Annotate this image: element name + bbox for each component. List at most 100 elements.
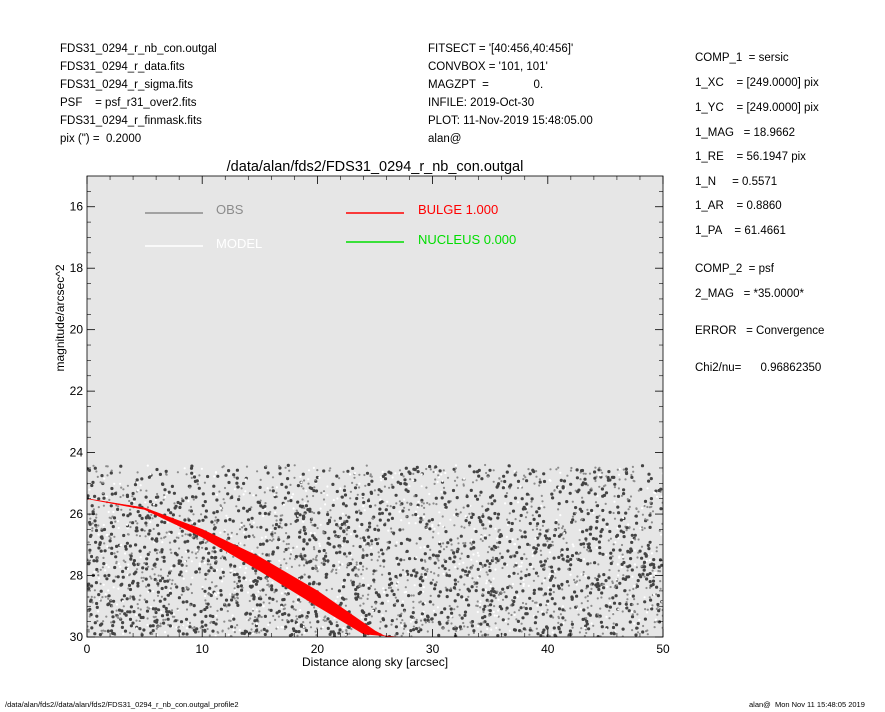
obs-point <box>534 537 537 540</box>
obs-point <box>136 489 139 492</box>
obs-point <box>527 573 531 577</box>
obs-point <box>313 486 316 489</box>
obs-point <box>643 596 646 599</box>
obs-point <box>89 599 93 603</box>
obs-point <box>631 603 634 606</box>
obs-point <box>254 569 258 573</box>
obs-point <box>421 566 425 570</box>
obs-point <box>300 485 303 488</box>
obs-point <box>396 480 400 484</box>
obs-point <box>362 602 365 605</box>
obs-point <box>536 536 540 540</box>
obs-point <box>102 556 105 560</box>
obs-point <box>640 464 645 468</box>
obs-point <box>464 519 468 523</box>
obs-point <box>652 565 656 570</box>
obs-point <box>216 474 220 478</box>
obs-point <box>257 596 262 601</box>
obs-point <box>174 583 177 586</box>
obs-point <box>178 505 182 510</box>
obs-point <box>203 561 206 565</box>
obs-point <box>557 527 560 530</box>
obs-point <box>635 566 639 569</box>
obs-point <box>206 602 210 606</box>
obs-point <box>97 574 100 577</box>
obs-point <box>275 611 279 615</box>
obs-point <box>215 548 218 552</box>
obs-point <box>120 609 124 613</box>
obs-point <box>311 534 315 538</box>
obs-point <box>207 569 211 573</box>
obs-point <box>527 468 530 471</box>
obs-point <box>148 607 151 610</box>
obs-point <box>94 528 99 533</box>
obs-point <box>151 629 155 633</box>
obs-point <box>574 506 578 510</box>
obs-point <box>139 608 142 611</box>
obs-point <box>128 617 133 622</box>
obs-point <box>109 629 114 633</box>
obs-point <box>401 600 404 603</box>
obs-point <box>381 618 386 622</box>
obs-point <box>488 520 491 523</box>
obs-point <box>201 559 204 563</box>
obs-point <box>427 519 431 523</box>
obs-point <box>522 627 526 631</box>
obs-point <box>585 617 588 620</box>
obs-point <box>572 545 575 548</box>
obs-point <box>520 565 523 568</box>
obs-point <box>279 566 282 570</box>
obs-point <box>537 575 540 578</box>
obs-point <box>147 583 151 587</box>
obs-point <box>191 627 194 630</box>
obs-point <box>528 628 532 632</box>
obs-point <box>88 488 91 491</box>
obs-point <box>423 546 426 549</box>
obs-point <box>283 627 286 631</box>
obs-point <box>424 568 427 572</box>
obs-point <box>453 578 457 582</box>
obs-point <box>355 567 358 570</box>
obs-point <box>290 619 294 623</box>
obs-point <box>165 473 168 476</box>
obs-point <box>383 523 387 527</box>
obs-point <box>428 527 432 531</box>
obs-point <box>657 565 661 569</box>
obs-point <box>595 519 599 524</box>
obs-point <box>659 507 663 511</box>
obs-point <box>492 558 495 561</box>
obs-point <box>582 570 585 574</box>
obs-point <box>536 528 539 531</box>
obs-point <box>408 557 412 561</box>
obs-point <box>383 472 387 477</box>
obs-point <box>288 634 292 637</box>
obs-point <box>400 624 403 627</box>
obs-point <box>559 478 563 482</box>
obs-point <box>598 616 601 619</box>
obs-point <box>549 565 554 569</box>
obs-point <box>235 599 238 602</box>
obs-point <box>442 469 445 472</box>
obs-point <box>507 574 511 578</box>
obs-point <box>120 486 123 489</box>
obs-point <box>166 593 170 597</box>
obs-point <box>453 555 457 559</box>
obs-point <box>107 573 111 578</box>
obs-point <box>421 602 425 606</box>
obs-point <box>660 563 663 567</box>
obs-point <box>423 513 426 516</box>
obs-point <box>100 629 103 632</box>
obs-point <box>346 469 350 473</box>
obs-point <box>498 558 501 561</box>
obs-point <box>108 539 112 543</box>
obs-point <box>532 517 536 522</box>
obs-point <box>622 492 626 496</box>
obs-point <box>258 631 261 634</box>
header-mid-line: PLOT: 11-Nov-2019 15:48:05.00 <box>428 115 593 127</box>
obs-point <box>126 527 129 530</box>
obs-point <box>560 553 564 557</box>
obs-point <box>412 628 416 632</box>
obs-point <box>214 634 217 637</box>
obs-point <box>275 515 278 518</box>
obs-point <box>254 582 258 586</box>
